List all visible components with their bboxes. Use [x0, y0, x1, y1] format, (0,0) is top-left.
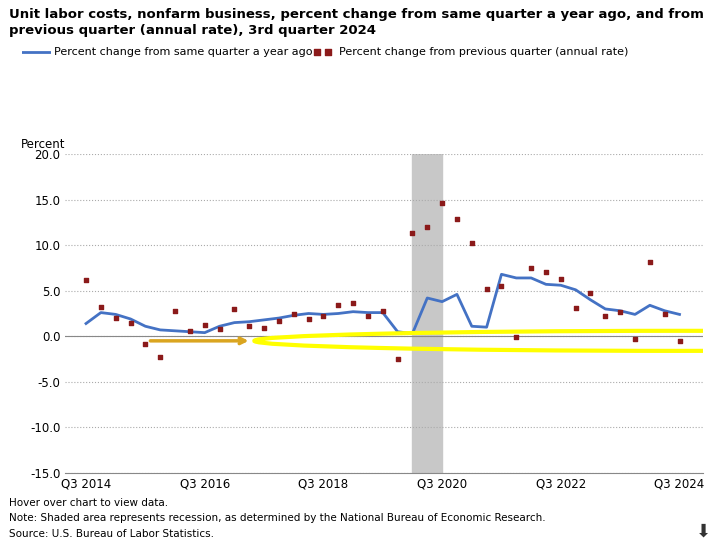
Point — [258, 324, 270, 333]
Point — [95, 302, 107, 311]
Point — [154, 353, 166, 362]
Text: previous quarter (annual rate), 3rd quarter 2024: previous quarter (annual rate), 3rd quar… — [9, 24, 376, 37]
Point — [311, 48, 323, 57]
Point — [407, 229, 418, 238]
Point — [347, 298, 359, 307]
Point — [333, 301, 344, 310]
Text: Source: U.S. Bureau of Labor Statistics.: Source: U.S. Bureau of Labor Statistics. — [9, 529, 214, 538]
Point — [214, 324, 225, 333]
Point — [451, 214, 463, 223]
Text: ⬇: ⬇ — [696, 522, 710, 540]
Point — [273, 316, 285, 325]
Point — [570, 304, 581, 312]
Text: Hover over chart to view data.: Hover over chart to view data. — [9, 498, 167, 508]
Point — [125, 318, 136, 327]
Point — [140, 339, 152, 348]
Point — [421, 223, 433, 232]
Point — [600, 312, 611, 321]
Text: Percent change from same quarter a year ago: Percent change from same quarter a year … — [54, 47, 313, 57]
Point — [169, 306, 181, 315]
Point — [481, 284, 492, 293]
Point — [288, 309, 299, 318]
Point — [614, 307, 626, 316]
Point — [322, 48, 334, 57]
Point — [199, 321, 210, 330]
Text: Unit labor costs, nonfarm business, percent change from same quarter a year ago,: Unit labor costs, nonfarm business, perc… — [9, 8, 703, 21]
Bar — [413, 154, 442, 473]
Point — [540, 268, 552, 277]
Point — [526, 263, 537, 272]
Point — [436, 199, 448, 207]
Point — [510, 333, 522, 342]
Point — [110, 314, 122, 322]
Point — [303, 315, 315, 323]
Point — [674, 337, 685, 345]
Text: Percent change from previous quarter (annual rate): Percent change from previous quarter (an… — [339, 47, 629, 57]
Point — [392, 355, 403, 364]
Point — [318, 312, 329, 321]
Text: Percent: Percent — [20, 138, 65, 151]
Point — [496, 282, 507, 290]
Point — [466, 239, 478, 248]
Point — [629, 334, 641, 343]
Point — [228, 305, 240, 314]
Point — [377, 306, 389, 315]
Text: Note: Shaded area represents recession, as determined by the National Bureau of : Note: Shaded area represents recession, … — [9, 513, 545, 523]
Point — [555, 274, 567, 283]
Point — [80, 276, 92, 284]
Point — [584, 288, 596, 297]
Point — [362, 312, 373, 321]
Point — [184, 326, 196, 335]
Point — [244, 322, 255, 331]
Point — [659, 310, 671, 319]
Point — [644, 257, 655, 266]
